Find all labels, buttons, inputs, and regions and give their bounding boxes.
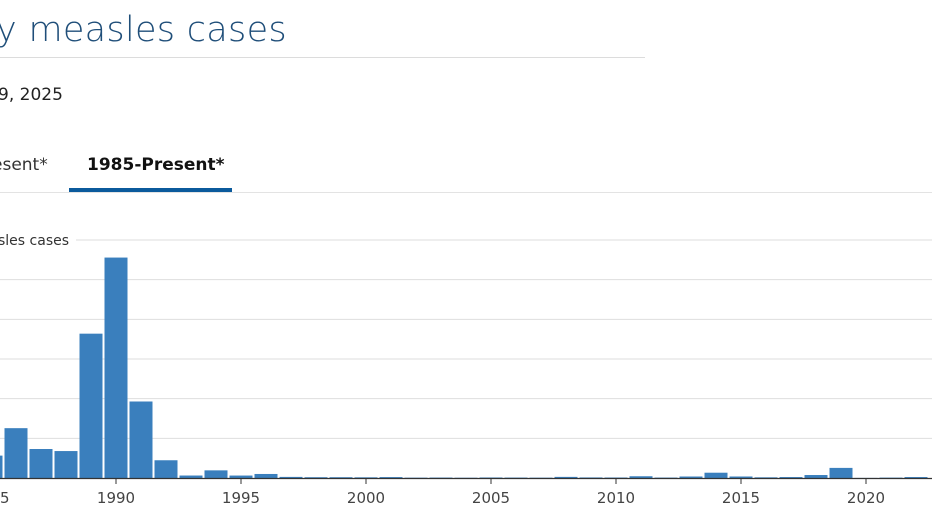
tab-full-range[interactable]: esent* (0, 155, 48, 175)
bar-2015 (729, 476, 753, 478)
bar-1992 (154, 460, 178, 478)
bar-1993 (179, 475, 203, 478)
x-tick-label: 1995 (222, 489, 260, 507)
bar-1991 (129, 401, 153, 478)
bar-2018 (804, 475, 828, 478)
x-tick-label: 2015 (722, 489, 760, 507)
x-tick-label: 2010 (597, 489, 635, 507)
y-axis-label: sles cases (0, 233, 69, 249)
bar-2011 (629, 476, 653, 478)
bar-2009 (579, 477, 603, 479)
bar-2001 (379, 477, 403, 478)
title-divider (0, 57, 645, 58)
bar-1997 (279, 476, 303, 478)
bar-1990 (104, 257, 128, 478)
bar-1989 (79, 333, 103, 478)
bar-2016 (754, 477, 778, 479)
bar-2000 (354, 477, 378, 479)
bar-1999 (329, 477, 353, 479)
x-tick-label: 2020 (847, 489, 885, 507)
x-tick-label: 1990 (97, 489, 135, 507)
bar-1998 (304, 477, 328, 479)
bar-1987 (29, 449, 53, 478)
bar-2017 (779, 477, 803, 478)
bar-1995 (229, 475, 253, 478)
tab-1985-present[interactable]: 1985-Present* (87, 155, 225, 175)
bar-2008 (554, 476, 578, 478)
bar-1985 (0, 455, 3, 478)
bar-2005 (479, 477, 503, 479)
x-tick-label: 2005 (472, 489, 510, 507)
bar-2013 (679, 476, 703, 478)
bar-1988 (54, 451, 78, 478)
bar-2019 (829, 467, 853, 478)
x-tick-label: 5 (0, 489, 10, 507)
bar-1996 (254, 473, 278, 478)
page-title: y measles cases (0, 10, 287, 50)
bar-1994 (204, 470, 228, 478)
updated-date: 9, 2025 (0, 85, 63, 105)
bar-2014 (704, 472, 728, 478)
x-tick-label: 2000 (347, 489, 385, 507)
bar-2022 (904, 477, 928, 478)
bar-1986 (4, 428, 28, 478)
active-tab-indicator (69, 188, 232, 192)
tab-divider (0, 192, 932, 193)
